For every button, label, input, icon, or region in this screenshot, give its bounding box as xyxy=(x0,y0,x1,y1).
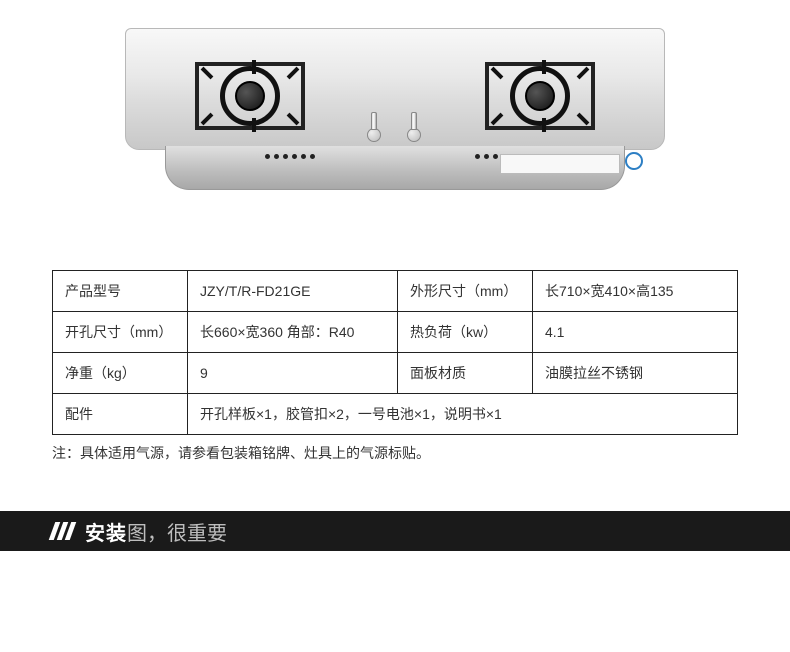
spec-label: 面板材质 xyxy=(398,353,533,394)
stripes-icon xyxy=(49,522,77,540)
burner-left xyxy=(195,44,305,134)
section-title-rest: 图，很重要 xyxy=(127,517,227,546)
table-row: 净重（kg） 9 面板材质 油膜拉丝不锈钢 xyxy=(53,353,738,394)
spec-value: 9 xyxy=(188,353,398,394)
product-image xyxy=(0,0,790,270)
section-header-bar: 安装 图，很重要 xyxy=(0,511,790,551)
spec-value: 开孔样板×1，胶管扣×2，一号电池×1，说明书×1 xyxy=(188,394,738,435)
burner-right xyxy=(485,44,595,134)
spec-label: 开孔尺寸（mm） xyxy=(53,312,188,353)
spec-label: 热负荷（kw） xyxy=(398,312,533,353)
spec-value: 4.1 xyxy=(533,312,738,353)
spec-label: 产品型号 xyxy=(53,271,188,312)
table-row: 配件 开孔样板×1，胶管扣×2，一号电池×1，说明书×1 xyxy=(53,394,738,435)
table-row: 开孔尺寸（mm） 长660×宽360 角部：R40 热负荷（kw） 4.1 xyxy=(53,312,738,353)
spec-value: JZY/T/R-FD21GE xyxy=(188,271,398,312)
spec-value: 长710×宽410×高135 xyxy=(533,271,738,312)
spec-value: 长660×宽360 角部：R40 xyxy=(188,312,398,353)
mounting-holes-left xyxy=(265,154,315,159)
spec-label: 净重（kg） xyxy=(53,353,188,394)
specs-table: 产品型号 JZY/T/R-FD21GE 外形尺寸（mm） 长710×宽410×高… xyxy=(52,270,738,435)
section-title-bold: 安装 xyxy=(85,517,127,546)
rating-plate xyxy=(500,154,620,174)
spec-value: 油膜拉丝不锈钢 xyxy=(533,353,738,394)
gas-stove-illustration xyxy=(125,28,665,183)
footnote: 注：具体适用气源，请参看包装箱铭牌、灶具上的气源标贴。 xyxy=(0,435,790,463)
control-knob-right xyxy=(405,116,423,142)
qc-mark-icon xyxy=(625,152,643,170)
table-row: 产品型号 JZY/T/R-FD21GE 外形尺寸（mm） 长710×宽410×高… xyxy=(53,271,738,312)
control-knob-left xyxy=(365,116,383,142)
spec-label: 配件 xyxy=(53,394,188,435)
spec-label: 外形尺寸（mm） xyxy=(398,271,533,312)
